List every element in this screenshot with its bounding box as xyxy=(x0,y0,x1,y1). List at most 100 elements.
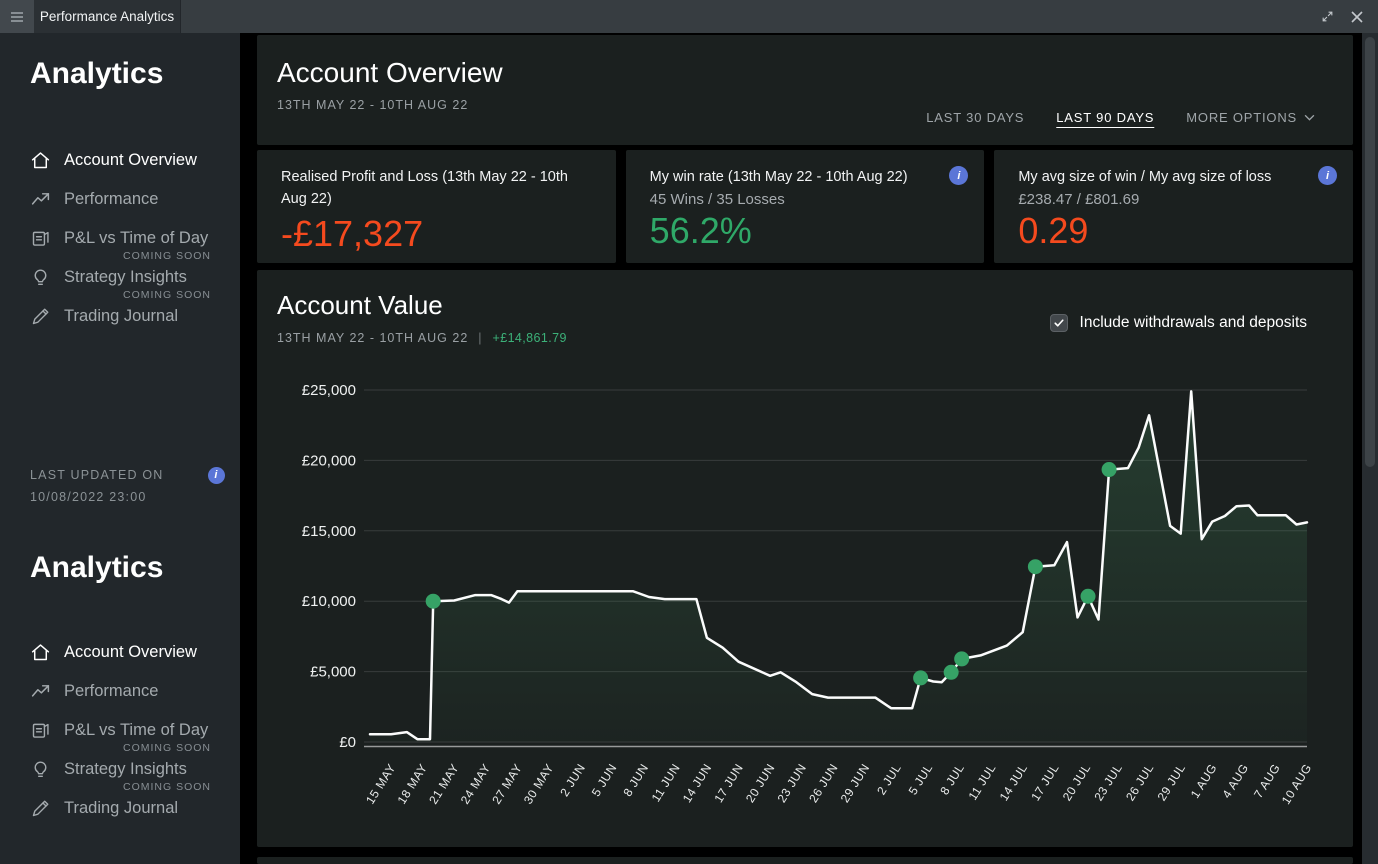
filter-more-options[interactable]: MORE OPTIONS xyxy=(1186,89,1315,145)
main-scrollbar[interactable] xyxy=(1362,33,1378,864)
y-axis-label: £0 xyxy=(339,734,356,751)
filter-label: MORE OPTIONS xyxy=(1186,109,1297,125)
pencil-icon xyxy=(30,306,51,327)
coming-soon-badge: COMING SOON xyxy=(123,250,212,262)
x-axis-label: 15 MAY xyxy=(363,761,399,806)
deposit-marker[interactable] xyxy=(1027,559,1043,575)
sidebar-item-performance[interactable]: Performance xyxy=(30,672,225,711)
x-axis-label: 26 JUN xyxy=(806,761,841,805)
last-updated: LAST UPDATED ON 10/08/2022 23:00 i xyxy=(30,465,225,509)
deposit-marker[interactable] xyxy=(913,670,929,686)
close-icon[interactable] xyxy=(1346,6,1368,28)
info-icon[interactable]: i xyxy=(208,467,225,484)
x-axis-label: 1 AUG xyxy=(1188,761,1220,801)
y-axis-label: £20,000 xyxy=(302,452,356,469)
x-axis-label: 27 MAY xyxy=(489,761,525,806)
sidebar-nav: Account Overview Performance P&L vs Time o… xyxy=(30,141,225,336)
chevron-down-icon xyxy=(1304,114,1315,121)
sidebar-item-p-l-vs-time-of-day[interactable]: P&L vs Time of Day xyxy=(30,711,225,750)
account-overview-header: Account Overview 13TH MAY 22 - 10TH AUG … xyxy=(257,35,1353,145)
account-value-card: Account Value 13TH MAY 22 - 10TH AUG 22 … xyxy=(257,270,1353,847)
y-axis-label: £25,000 xyxy=(302,382,356,399)
sidebar-item-account-overview[interactable]: Account Overview xyxy=(30,141,225,180)
stat-subtitle: 45 Wins / 35 Losses xyxy=(649,191,785,209)
sidebar-item-label: Performance xyxy=(64,190,159,208)
sidebar-item-label: Performance xyxy=(64,682,159,700)
sidebar-item-strategy-insights[interactable]: Strategy Insights COMING SOON xyxy=(30,742,225,789)
stat-card-winrate: My win rate (13th May 22 - 10th Aug 22) … xyxy=(625,150,985,263)
x-axis-label: 23 JUL xyxy=(1091,761,1125,803)
sidebar-item-account-overview[interactable]: Account Overview xyxy=(30,633,225,672)
sidebar-item-label: Strategy Insights xyxy=(64,760,187,778)
sidebar-item-strategy-insights[interactable]: Strategy Insights COMING SOON xyxy=(30,250,225,297)
account-value-chart[interactable]: £25,000 £20,000 £15,000 £10,000 £5,000 £0 15 M… xyxy=(257,270,1353,847)
lightbulb-icon xyxy=(30,267,51,288)
titlebar: Performance Analytics xyxy=(0,0,1378,33)
area-fill xyxy=(370,391,1307,742)
stat-card-avg-win-loss: My avg size of win / My avg size of loss… xyxy=(994,150,1354,263)
sidebar-item-p-l-vs-time-of-day[interactable]: P&L vs Time of Day xyxy=(30,219,225,258)
x-axis-label: 10 AUG xyxy=(1279,761,1315,807)
sidebar-nav-2: Account Overview Performance P&L vs Time o… xyxy=(30,633,225,828)
stat-subtitle: £238.47 / £801.69 xyxy=(1018,191,1140,209)
x-axis-label: 4 AUG xyxy=(1219,761,1251,801)
journal-icon xyxy=(30,720,51,741)
stat-card-pnl: Realised Profit and Loss (13th May 22 - … xyxy=(257,150,616,263)
hamburger-icon[interactable] xyxy=(0,0,34,33)
x-axis-label: 17 JUL xyxy=(1028,761,1062,803)
x-axis-label: 29 JUL xyxy=(1155,761,1189,803)
coming-soon-badge: COMING SOON xyxy=(123,742,212,754)
filter-label: LAST 30 DAYS xyxy=(926,109,1025,125)
x-axis-label: 5 JUN xyxy=(589,761,620,799)
main-content: Account Overview 13TH MAY 22 - 10TH AUG … xyxy=(240,33,1378,864)
x-axis-label: 26 JUL xyxy=(1123,761,1157,803)
filter-last-30-days[interactable]: LAST 30 DAYS xyxy=(926,89,1024,145)
x-axis-label: 17 JUN xyxy=(711,761,746,805)
x-axis-label: 14 JUN xyxy=(680,761,715,805)
info-icon[interactable]: i xyxy=(949,166,969,185)
deposit-marker[interactable] xyxy=(1101,462,1117,478)
app-tab[interactable]: Performance Analytics xyxy=(34,0,181,33)
sidebar-item-label: P&L vs Time of Day xyxy=(64,721,209,739)
checkbox-label: Include withdrawals and deposits xyxy=(1079,314,1307,331)
trending-up-icon xyxy=(30,681,51,702)
sidebar-item-performance[interactable]: Performance xyxy=(30,180,225,219)
filter-last-90-days[interactable]: LAST 90 DAYS xyxy=(1056,89,1154,145)
x-axis-label: 11 JUN xyxy=(649,761,683,804)
info-icon[interactable]: i xyxy=(1318,166,1338,185)
deposit-marker[interactable] xyxy=(425,593,441,609)
x-axis-label: 30 MAY xyxy=(521,761,557,806)
next-card-edge xyxy=(257,857,1353,864)
x-axis-label: 14 JUL xyxy=(997,761,1031,803)
page-title: Account Overview xyxy=(277,57,503,88)
home-icon xyxy=(30,150,51,171)
deposit-marker[interactable] xyxy=(954,651,970,667)
x-axis-label: 5 JUL xyxy=(906,761,936,797)
checkbox-checked-icon[interactable] xyxy=(1049,314,1068,332)
sidebar-item-label: Trading Journal xyxy=(64,799,179,817)
coming-soon-badge: COMING SOON xyxy=(123,289,212,301)
expand-icon[interactable] xyxy=(1316,6,1338,28)
account-value-change: +£14,861.79 xyxy=(492,331,567,345)
x-axis-label: 2 JUL xyxy=(874,761,904,797)
sidebar-item-trading-journal[interactable]: Trading Journal COMING SOON xyxy=(30,781,225,828)
x-axis-label: 21 MAY xyxy=(426,761,462,806)
separator: | xyxy=(478,331,483,345)
deposit-marker[interactable] xyxy=(943,664,959,680)
stat-title: My avg size of win / My avg size of loss xyxy=(1018,169,1272,185)
stat-value-pnl: -£17,327 xyxy=(281,212,424,254)
scrollbar-thumb[interactable] xyxy=(1365,37,1375,467)
x-axis-label: 18 MAY xyxy=(395,761,431,806)
sidebar: Analytics Account Overview Performance P&L… xyxy=(0,33,240,864)
last-updated-value: 10/08/2022 23:00 xyxy=(30,489,147,504)
y-axis-label: £5,000 xyxy=(310,664,356,681)
x-axis-label: 8 JUL xyxy=(937,761,967,797)
app-tab-label: Performance Analytics xyxy=(39,9,175,24)
sidebar-item-label: Strategy Insights xyxy=(64,268,187,286)
deposit-marker[interactable] xyxy=(1080,588,1096,604)
journal-icon xyxy=(30,228,51,249)
include-withdrawals-checkbox[interactable]: Include withdrawals and deposits xyxy=(1049,314,1307,332)
range-filters: LAST 30 DAYS LAST 90 DAYS MORE OPTIONS xyxy=(926,89,1315,145)
sidebar-item-label: Trading Journal xyxy=(64,307,179,325)
sidebar-item-trading-journal[interactable]: Trading Journal COMING SOON xyxy=(30,289,225,336)
